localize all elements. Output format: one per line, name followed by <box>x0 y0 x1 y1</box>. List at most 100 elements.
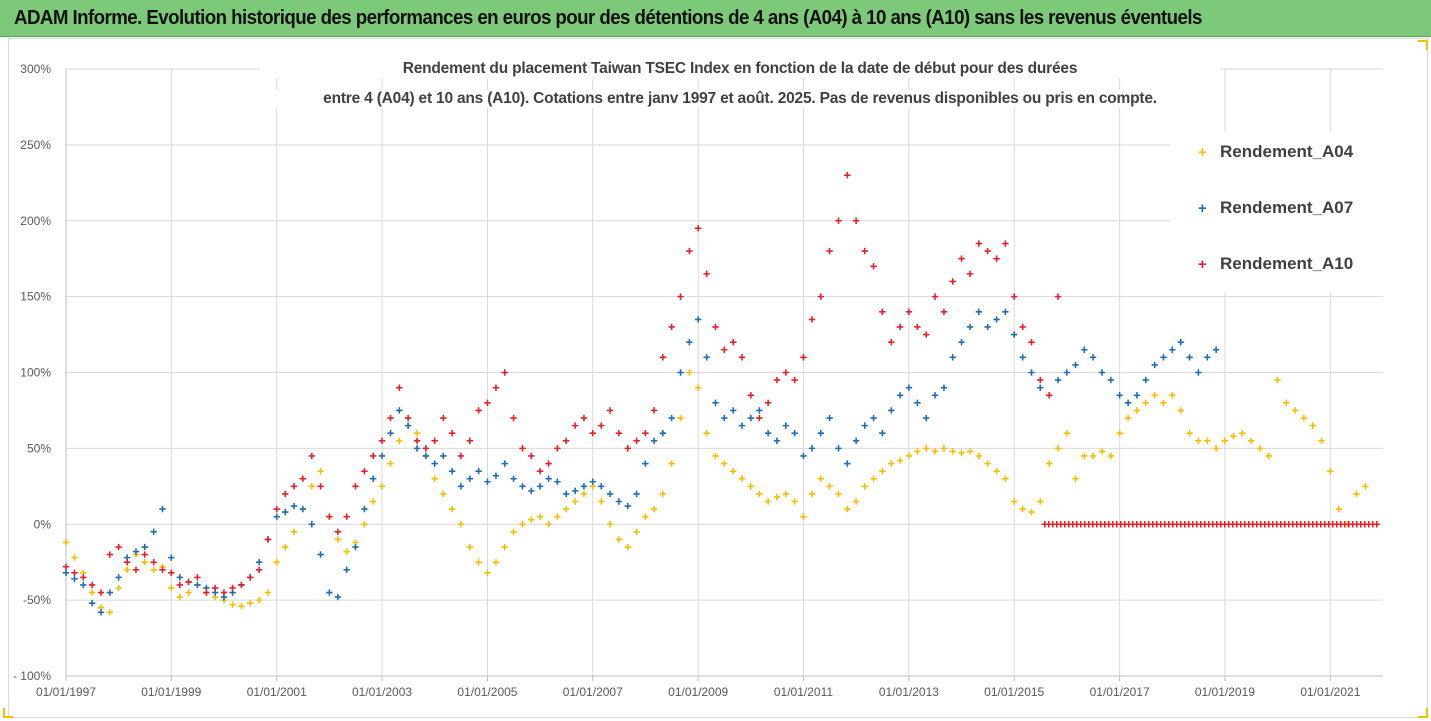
data-point-rendement-a04 <box>1327 467 1334 475</box>
data-point-rendement-a04 <box>1353 490 1360 498</box>
data-point-rendement-a04 <box>528 516 535 523</box>
data-point-rendement-a04 <box>782 490 790 498</box>
data-point-rendement-a04 <box>659 490 667 498</box>
data-point-rendement-a07 <box>703 354 710 361</box>
data-point-rendement-a07 <box>826 414 833 422</box>
data-point-rendement-a07 <box>1124 399 1132 407</box>
legend-label-a10: Rendement_A10 <box>1220 254 1354 273</box>
data-point-rendement-a10 <box>168 569 175 577</box>
data-point-rendement-a10 <box>290 483 298 490</box>
data-point-rendement-a07 <box>97 609 105 616</box>
legend-item-a04: + Rendement_A04 <box>1170 142 1385 172</box>
data-point-rendement-a10 <box>88 581 96 589</box>
data-point-rendement-a10 <box>966 270 974 278</box>
data-point-rendement-a10 <box>624 445 631 452</box>
data-point-rendement-a10 <box>782 369 790 376</box>
data-point-rendement-a04 <box>817 475 824 482</box>
data-point-rendement-a07 <box>71 575 78 583</box>
data-point-rendement-a07 <box>782 422 790 429</box>
data-point-rendement-a04 <box>334 536 342 543</box>
x-tick-label: 01/01/2011 <box>774 685 833 699</box>
data-point-rendement-a10 <box>457 452 465 460</box>
data-point-rendement-a04 <box>633 528 640 536</box>
data-point-rendement-a07 <box>1002 308 1009 315</box>
data-point-rendement-a07 <box>624 502 631 510</box>
data-point-rendement-a07 <box>62 569 70 577</box>
data-point-rendement-a04 <box>308 483 315 490</box>
data-point-rendement-a04 <box>457 521 465 528</box>
data-point-rendement-a07 <box>352 543 359 551</box>
data-point-rendement-a04 <box>123 566 131 573</box>
data-point-rendement-a07 <box>528 487 535 495</box>
data-point-rendement-a04 <box>168 584 175 592</box>
x-tick-label: 01/01/2019 <box>1195 685 1255 699</box>
data-point-rendement-a07 <box>835 445 842 452</box>
data-point-rendement-a10 <box>931 293 939 300</box>
data-point-rendement-a04 <box>255 596 263 604</box>
resize-handle-top-right[interactable] <box>1418 40 1428 50</box>
data-point-rendement-a10 <box>958 255 965 262</box>
data-point-rendement-a10 <box>844 172 851 179</box>
data-point-rendement-a07 <box>677 369 684 376</box>
report-banner: ADAM Informe. Evolution historique des p… <box>0 0 1431 37</box>
data-point-rendement-a04 <box>923 445 930 452</box>
data-point-rendement-a04 <box>984 460 991 467</box>
data-point-rendement-a10 <box>404 414 412 422</box>
data-point-rendement-a04 <box>1116 430 1123 437</box>
x-axis: 01/01/1997 01/01/1999 01/01/2001 01/01/2003… <box>36 69 1383 699</box>
data-point-rendement-a07 <box>536 483 544 490</box>
data-point-rendement-a07 <box>975 308 983 315</box>
data-point-rendement-a04 <box>1300 414 1308 422</box>
data-point-rendement-a07 <box>879 430 886 437</box>
data-point-rendement-a10 <box>1046 392 1053 399</box>
data-point-rendement-a04 <box>1010 498 1018 505</box>
data-point-rendement-a04 <box>888 460 895 467</box>
data-point-rendement-a10 <box>896 323 904 331</box>
data-point-rendement-a07 <box>756 407 763 414</box>
data-point-rendement-a10 <box>923 331 930 338</box>
data-point-rendement-a10 <box>861 247 868 255</box>
data-point-rendement-a07 <box>150 528 157 536</box>
data-point-rendement-a10 <box>712 323 719 331</box>
y-tick-label: 250% <box>20 138 51 152</box>
data-point-rendement-a04 <box>71 554 78 561</box>
data-point-rendement-a10 <box>615 430 623 437</box>
data-point-rendement-a07 <box>861 422 868 429</box>
data-point-rendement-a10 <box>888 338 895 346</box>
data-point-rendement-a07 <box>694 316 702 323</box>
resize-handle-bottom-right[interactable] <box>1418 708 1428 718</box>
data-point-rendement-a04 <box>378 483 386 490</box>
data-point-rendement-a07 <box>1142 376 1149 384</box>
x-tick-label: 01/01/2003 <box>352 685 412 699</box>
data-point-rendement-a04 <box>650 505 658 513</box>
data-point-rendement-a07 <box>466 475 474 482</box>
data-point-rendement-a07 <box>852 437 860 444</box>
data-point-rendement-a10 <box>984 247 991 255</box>
data-point-rendement-a07 <box>396 407 403 414</box>
x-tick-label: 01/01/2015 <box>984 685 1044 699</box>
data-point-rendement-a10 <box>756 414 763 422</box>
data-point-rendement-a10 <box>510 414 517 422</box>
data-point-rendement-a07 <box>923 414 930 422</box>
data-point-rendement-a10 <box>273 505 280 513</box>
data-point-rendement-a07 <box>598 483 605 490</box>
resize-handle-bottom-left[interactable] <box>3 708 13 718</box>
data-point-rendement-a07 <box>606 490 614 498</box>
data-point-rendement-a07 <box>1089 354 1097 361</box>
data-point-rendement-a07 <box>659 430 667 437</box>
data-point-rendement-a10 <box>703 270 710 278</box>
data-point-rendement-a10 <box>949 278 956 285</box>
data-point-rendement-a10 <box>1028 338 1035 346</box>
data-point-rendement-a07 <box>334 593 342 601</box>
data-point-rendement-a04 <box>431 475 438 482</box>
data-point-rendement-a04 <box>606 521 614 528</box>
data-point-rendement-a10 <box>370 452 377 460</box>
data-point-rendement-a10 <box>589 430 596 437</box>
data-point-rendement-a07 <box>501 460 508 467</box>
data-point-rendement-a10 <box>835 217 842 224</box>
data-point-rendement-a04 <box>712 452 719 460</box>
data-point-rendement-a04 <box>844 505 851 513</box>
x-tick-label: 01/01/1997 <box>36 685 96 699</box>
data-point-rendement-a07 <box>1028 369 1035 376</box>
data-point-rendement-a04 <box>1274 376 1281 384</box>
